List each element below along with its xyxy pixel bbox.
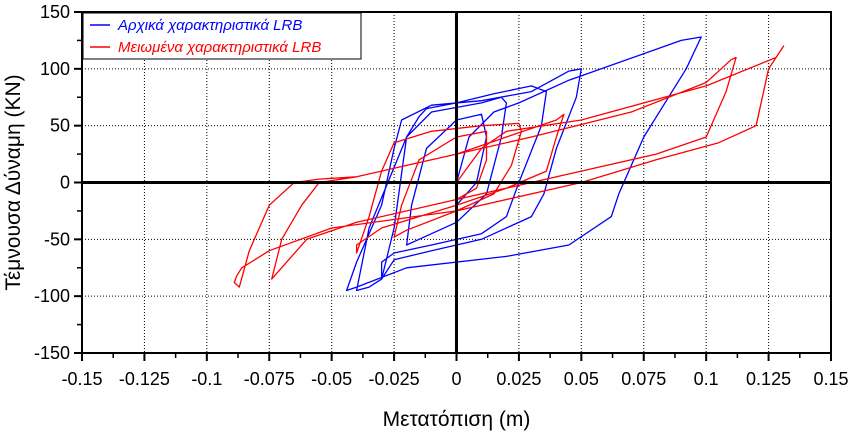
series-line-blue [345, 36, 702, 292]
y-tick-label: -50 [44, 229, 70, 249]
y-axis-title: Τέμνουσα Δύναμη (KN) [2, 74, 25, 290]
legend-label-blue: Αρχικά χαρακτηριστικά LRB [117, 17, 302, 34]
x-axis-title: Μετατόπιση (m) [383, 408, 531, 431]
y-tick-labels: -150 -100 -50 0 50 100 150 [34, 2, 70, 363]
y-tick-label: 150 [40, 2, 70, 22]
x-tick-label: -0.1 [191, 369, 222, 389]
y-tick-label: -100 [34, 286, 70, 306]
x-tick-label: -0.025 [369, 369, 420, 389]
x-tick-labels: -0.15 -0.125 -0.1 -0.075 -0.05 -0.025 0 0.025 0.… [61, 369, 848, 389]
y-tick-label: 0 [60, 173, 70, 193]
x-tick-label: -0.075 [244, 369, 295, 389]
ticks [74, 11, 832, 361]
x-tick-label: 0.1 [694, 369, 719, 389]
y-tick-label: 50 [50, 116, 70, 136]
y-tick-label: -150 [34, 343, 70, 363]
x-tick-label: 0 [451, 369, 461, 389]
legend-label-red: Μειωμένα χαρακτηριστικά LRB [118, 39, 321, 56]
x-tick-label: 0.025 [496, 369, 541, 389]
x-tick-label: 0.15 [813, 369, 848, 389]
zero-axes [82, 12, 831, 353]
y-tick-label: 100 [40, 59, 70, 79]
series-layer [233, 36, 785, 292]
x-tick-label: 0.05 [564, 369, 599, 389]
x-tick-label: 0.075 [621, 369, 666, 389]
legend-box [82, 12, 362, 60]
x-tick-label: -0.05 [311, 369, 352, 389]
series-line-red [233, 45, 785, 288]
x-tick-label: -0.125 [119, 369, 170, 389]
x-tick-label: -0.15 [61, 369, 102, 389]
x-tick-label: 0.125 [746, 369, 791, 389]
legend: Αρχικά χαρακτηριστικά LRB Μειωμένα χαρακ… [82, 12, 362, 60]
